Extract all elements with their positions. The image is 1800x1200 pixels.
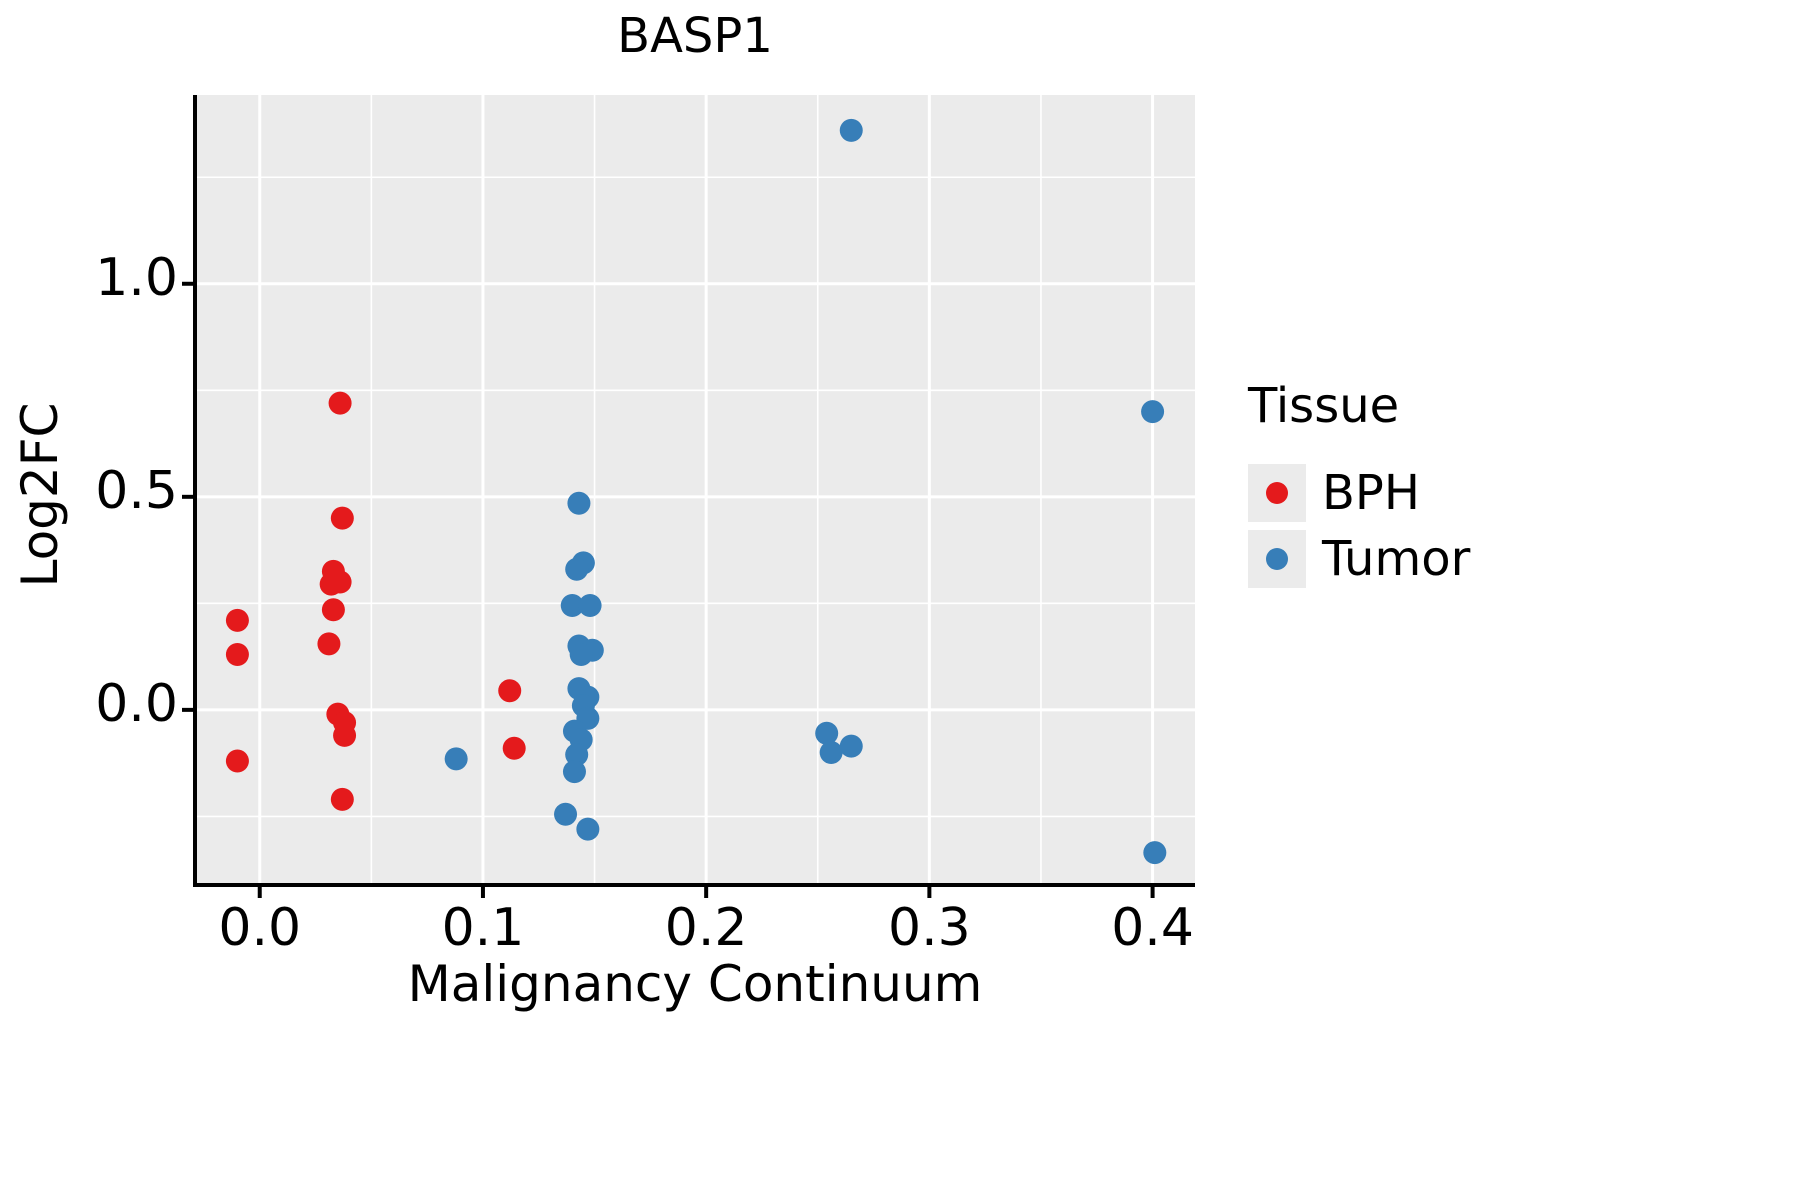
data-point-bph — [225, 608, 249, 632]
data-point-tumor — [554, 802, 578, 826]
plot-panel — [195, 95, 1195, 885]
chart-title: BASP1 — [617, 8, 773, 64]
x-tick-label: 0.1 — [441, 898, 525, 958]
data-point-bph — [328, 391, 352, 415]
data-point-bph — [330, 506, 354, 530]
data-point-bph — [498, 679, 522, 703]
legend-entry-tumor: Tumor — [1248, 526, 1470, 592]
data-point-bph — [317, 632, 341, 656]
data-point-tumor — [1141, 400, 1165, 424]
y-tick-label: 0.0 — [95, 673, 178, 734]
legend-label-tumor: Tumor — [1322, 531, 1471, 587]
data-point-tumor — [578, 593, 602, 617]
bph-dot-icon — [1266, 482, 1288, 504]
data-point-tumor — [562, 760, 586, 784]
legend-key — [1248, 464, 1306, 522]
data-point-bph — [321, 598, 345, 622]
tumor-dot-icon — [1266, 548, 1288, 570]
legend-entry-bph: BPH — [1248, 460, 1470, 526]
data-point-tumor — [444, 747, 468, 771]
data-point-tumor — [565, 557, 589, 581]
legend-title: Tissue — [1248, 378, 1400, 434]
data-point-tumor — [1143, 841, 1167, 865]
y-tick-label: 0.5 — [95, 460, 178, 521]
data-point-tumor — [819, 740, 843, 764]
data-point-bph — [502, 736, 526, 760]
data-point-tumor — [569, 642, 593, 666]
data-point-tumor — [567, 491, 591, 515]
data-point-tumor — [560, 593, 584, 617]
data-point-bph — [225, 642, 249, 666]
x-tick-label: 0.3 — [888, 898, 971, 958]
legend-label-bph: BPH — [1322, 465, 1420, 521]
x-tick-label: 0.0 — [218, 898, 302, 958]
data-point-bph — [225, 749, 249, 773]
data-point-bph — [333, 723, 357, 747]
data-point-bph — [330, 787, 354, 811]
legend: Tissue BPH Tumor — [1248, 378, 1470, 592]
data-point-tumor — [565, 743, 589, 767]
data-point-tumor — [839, 118, 863, 142]
data-point-tumor — [576, 817, 600, 841]
x-axis-label: Malignancy Continuum — [407, 955, 983, 1013]
y-tick-label: 1.0 — [95, 247, 178, 308]
data-point-bph — [319, 572, 343, 596]
legend-key — [1248, 530, 1306, 588]
data-point-tumor — [839, 734, 863, 758]
x-tick-label: 0.2 — [664, 898, 748, 958]
x-tick-label: 0.4 — [1111, 898, 1194, 958]
data-point-tumor — [815, 721, 839, 745]
